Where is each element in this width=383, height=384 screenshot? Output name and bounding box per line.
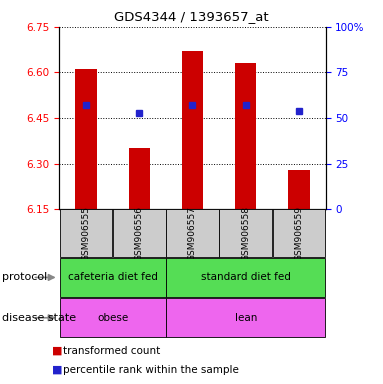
Text: cafeteria diet fed: cafeteria diet fed [68,272,157,283]
Text: lean: lean [234,313,257,323]
Text: percentile rank within the sample: percentile rank within the sample [63,365,239,375]
Bar [273,209,325,257]
Bar [60,209,112,257]
Bar [235,63,256,209]
Text: ■: ■ [52,365,62,375]
Bar [288,170,309,209]
Bar [75,70,97,209]
Bar [60,258,165,297]
Bar [166,298,325,337]
Text: GSM906559: GSM906559 [295,206,303,261]
Bar [166,209,219,257]
Bar [166,258,325,297]
Text: GSM906558: GSM906558 [241,206,250,261]
Bar [129,149,150,209]
Text: standard diet fed: standard diet fed [201,272,291,283]
Text: obese: obese [97,313,128,323]
Text: transformed count: transformed count [63,346,160,356]
Text: GSM906557: GSM906557 [188,206,197,261]
Text: ■: ■ [52,346,62,356]
Text: GSM906556: GSM906556 [135,206,144,261]
Text: GDS4344 / 1393657_at: GDS4344 / 1393657_at [114,10,269,23]
Text: disease state: disease state [2,313,76,323]
Bar [60,298,165,337]
Text: protocol: protocol [2,272,47,283]
Bar [113,209,165,257]
Bar [219,209,272,257]
Text: GSM906555: GSM906555 [82,206,90,261]
Bar [182,51,203,209]
